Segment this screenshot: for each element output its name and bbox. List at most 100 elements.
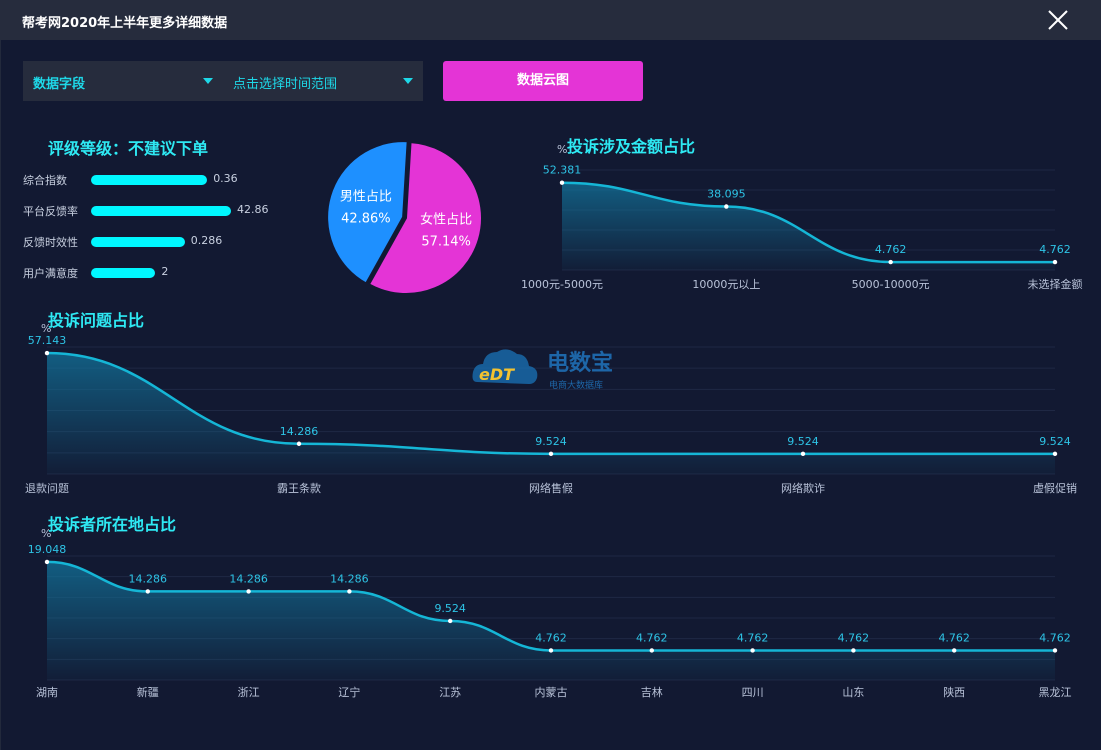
area-fill: [47, 561, 1055, 680]
rating-bar: [91, 206, 231, 216]
rating-label: 综合指数: [23, 174, 67, 187]
data-label: 4.762: [938, 631, 970, 644]
field-dropdown-label: 数据字段: [33, 77, 86, 92]
data-point[interactable]: [1052, 648, 1058, 653]
x-tick-label: 陕西: [943, 685, 965, 699]
data-label: 9.524: [434, 602, 466, 615]
slice-label: 女性占比: [420, 212, 472, 228]
y-unit-label: %: [557, 143, 567, 156]
y-unit-label: %: [41, 322, 51, 335]
data-label: 4.762: [1039, 243, 1071, 256]
x-tick-label: 霸王条款: [277, 481, 321, 495]
data-point[interactable]: [548, 648, 554, 653]
rating-title: 评级等级：不建议下单: [48, 139, 209, 158]
data-point[interactable]: [888, 259, 893, 265]
data-point[interactable]: [296, 441, 302, 446]
x-tick-label: 湖南: [36, 686, 58, 699]
data-point[interactable]: [548, 451, 554, 457]
data-label: 19.048: [28, 543, 67, 556]
watermark-logo: eDT 电数宝 电商大数据库: [472, 349, 613, 391]
data-point[interactable]: [750, 648, 755, 653]
data-cloud-button[interactable]: 数据云图: [443, 61, 643, 101]
watermark-sub: 电商大数据库: [549, 379, 603, 391]
data-label: 14.286: [280, 425, 319, 438]
chevron-down-icon: [403, 78, 413, 84]
watermark-brand: 电数宝: [547, 350, 613, 376]
data-point[interactable]: [649, 648, 654, 653]
time-range-dropdown[interactable]: 点击选择时间范围: [223, 61, 423, 101]
filter-bar: 数据字段 点击选择时间范围: [23, 61, 423, 101]
chart-title: 投诉者所在地占比: [48, 515, 176, 534]
x-tick-label: 四川: [742, 686, 764, 699]
data-label: 4.762: [875, 243, 907, 256]
slice-value: 42.86%: [341, 211, 391, 226]
slice-label: 男性占比: [340, 189, 392, 204]
x-tick-label: 网络售假: [529, 481, 573, 495]
main-panel: 数据字段 点击选择时间范围 数据云图 评级等级：不建议下单 综合指数 0.36 平台…: [0, 40, 1101, 750]
window-titlebar: 帮考网2020年上半年更多详细数据: [0, 0, 1101, 40]
amount-ratio-chart: 52.381 1000元-5000元 38.095 10000元以上 4.762 5000…: [25, 137, 1083, 699]
data-label: 4.762: [636, 631, 668, 644]
series-line: [561, 181, 1055, 264]
data-point[interactable]: [448, 618, 453, 624]
rating-bar: [91, 175, 208, 185]
data-label: 4.762: [737, 631, 769, 644]
chevron-down-icon: [203, 78, 213, 84]
x-tick-label: 网络欺诈: [781, 481, 825, 495]
data-point[interactable]: [559, 180, 565, 185]
x-tick-label: 吉林: [641, 685, 663, 699]
series-line: [46, 560, 1055, 652]
rating-value: 42.86: [237, 203, 269, 216]
x-tick-label: 江苏: [439, 686, 461, 699]
data-point[interactable]: [800, 451, 806, 457]
data-label: 4.762: [1039, 631, 1071, 644]
data-label: 14.286: [129, 572, 168, 585]
x-tick-label: 5000-10000元: [852, 278, 930, 291]
y-unit-label: %: [41, 527, 51, 540]
gender-pie-chart: 男性占比 42.86% 女性占比 57.14%: [326, 140, 483, 295]
x-tick-label: 未选择金额: [1028, 277, 1083, 291]
x-tick-label: 虚假促销: [1033, 481, 1077, 495]
chart-title: 投诉问题占比: [48, 311, 144, 330]
data-label: 4.762: [535, 631, 567, 644]
rating-value: 0.286: [190, 234, 223, 247]
data-label: 57.143: [28, 334, 67, 347]
data-point[interactable]: [724, 204, 729, 209]
x-tick-label: 黑龙江: [1039, 686, 1072, 699]
chart-title: 投诉涉及金额占比: [567, 137, 695, 156]
data-point[interactable]: [347, 589, 352, 594]
data-point[interactable]: [952, 648, 957, 653]
rating-label: 平台反馈率: [23, 205, 78, 218]
data-point[interactable]: [851, 648, 856, 653]
area-fill: [562, 182, 1055, 270]
data-label: 52.381: [543, 164, 582, 177]
female-slice[interactable]: [367, 141, 483, 295]
x-tick-label: 1000元-5000元: [521, 278, 603, 291]
close-icon[interactable]: [1046, 8, 1070, 32]
rating-value: 0.36: [213, 172, 238, 185]
male-slice[interactable]: [326, 140, 409, 285]
rating-label: 反馈时效性: [23, 236, 78, 249]
data-label: 9.524: [1039, 435, 1071, 448]
rating-bar: [91, 237, 185, 247]
data-point[interactable]: [44, 350, 50, 356]
data-label: 14.286: [229, 572, 268, 585]
rating-bar: [91, 268, 156, 278]
x-tick-label: 浙江: [238, 686, 260, 699]
rating-value: 2: [161, 265, 169, 278]
x-tick-label: 10000元以上: [692, 278, 760, 291]
data-label: 14.286: [330, 572, 369, 585]
data-point[interactable]: [1052, 259, 1058, 265]
amount-chart: 52.381 1000元-5000元 38.095 10000元以上 4.762 5000…: [521, 137, 1082, 291]
data-label: 9.524: [535, 435, 567, 448]
field-dropdown[interactable]: 数据字段: [23, 61, 223, 101]
data-point[interactable]: [246, 589, 251, 594]
data-point[interactable]: [1052, 451, 1058, 457]
x-tick-label: 辽宁: [338, 685, 360, 699]
data-point[interactable]: [44, 559, 50, 565]
x-tick-label: 新疆: [137, 685, 159, 699]
data-point[interactable]: [145, 589, 150, 594]
x-tick-label: 退款问题: [25, 481, 69, 495]
slice-value: 57.14%: [421, 235, 471, 250]
data-label: 9.524: [787, 435, 819, 448]
